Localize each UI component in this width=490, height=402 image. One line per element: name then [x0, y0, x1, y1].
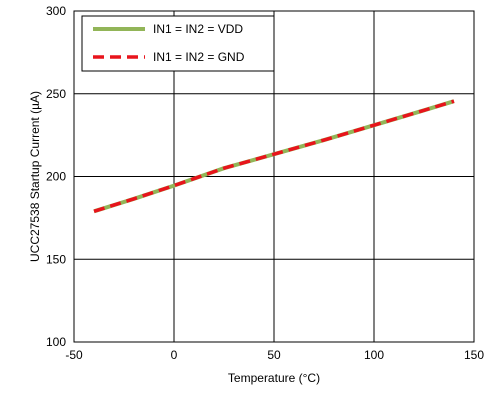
x-tick-label: 0 — [171, 348, 178, 362]
y-axis-title: UCC27538 Startup Current (µA) — [28, 91, 42, 262]
legend-label-gnd: IN1 = IN2 = GND — [153, 50, 245, 64]
y-tick-label: 100 — [46, 335, 66, 349]
x-tick-label: 150 — [464, 348, 484, 362]
y-tick-label: 300 — [46, 4, 66, 18]
legend: IN1 = IN2 = VDD IN1 = IN2 = GND — [81, 15, 275, 72]
tick-labels: -50 0 50 100 150 100 150 200 250 300 — [46, 4, 484, 362]
legend-box — [81, 15, 275, 72]
x-tick-label: 100 — [364, 348, 384, 362]
x-tick-label: 50 — [267, 348, 281, 362]
x-tick-label: -50 — [65, 348, 83, 362]
series-line-1 — [93, 99, 455, 213]
x-axis-title: Temperature (°C) — [228, 371, 320, 385]
y-tick-label: 150 — [46, 252, 66, 266]
y-tick-label: 250 — [46, 87, 66, 101]
plot-frame — [73, 10, 475, 343]
legend-label-vdd: IN1 = IN2 = VDD — [153, 22, 243, 36]
series-layer — [93, 99, 455, 214]
y-tick-label: 200 — [46, 170, 66, 184]
